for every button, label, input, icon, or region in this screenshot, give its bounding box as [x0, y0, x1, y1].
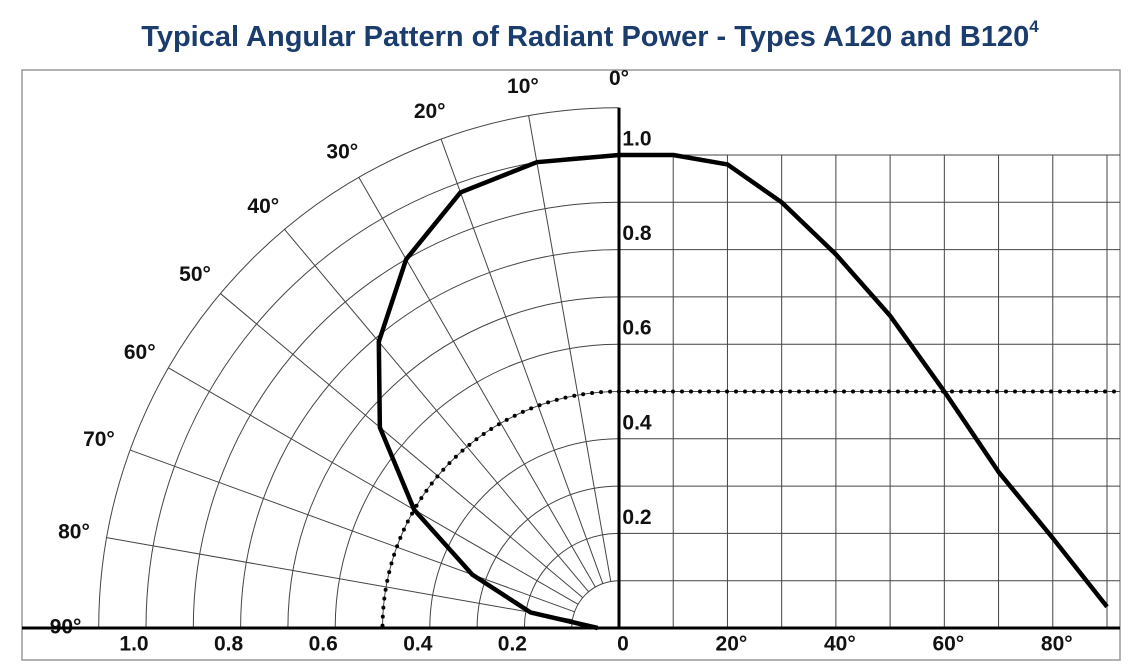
- polar-spoke: [358, 177, 596, 588]
- angle-label: 10°: [507, 75, 539, 98]
- title-note: 4: [1029, 17, 1039, 36]
- r-tick-label: 0.6: [309, 633, 338, 656]
- x-tick-label: 0: [617, 633, 629, 656]
- x-tick-label: 60°: [932, 633, 964, 656]
- polar-ring: [476, 485, 620, 629]
- x-tick-label: 20°: [716, 633, 748, 656]
- angle-label: 70°: [83, 428, 115, 451]
- angle-label: 40°: [247, 195, 279, 218]
- polar-spoke: [528, 115, 612, 582]
- angle-label: 20°: [414, 100, 446, 123]
- y-tick-label: 0.2: [622, 506, 651, 529]
- y-tick-label: 1.0: [622, 128, 651, 151]
- x-tick-label: 80°: [1041, 633, 1073, 656]
- plot-frame: [21, 69, 1121, 661]
- title-text: Typical Angular Pattern of Radiant Power…: [141, 21, 1029, 53]
- polar-spoke: [284, 229, 589, 593]
- polar-spoke: [129, 449, 575, 613]
- intensity-curve: [619, 152, 1109, 609]
- r-tick-label: 1.0: [119, 633, 148, 656]
- r-tick-label: 0.4: [403, 633, 433, 656]
- polar-ring: [98, 107, 620, 629]
- polar-ring: [192, 201, 620, 629]
- angle-label: 0°: [609, 67, 629, 90]
- polar-spoke: [106, 537, 573, 621]
- x-tick-label: 40°: [824, 633, 856, 656]
- chart-title: Typical Angular Pattern of Radiant Power…: [141, 17, 1039, 52]
- angle-label: 30°: [326, 140, 358, 163]
- r-tick-label: 0.2: [498, 633, 527, 656]
- angle-label: 60°: [124, 341, 156, 364]
- angle-label: 50°: [179, 263, 211, 286]
- polar-ring: [240, 249, 620, 629]
- polar-ring: [334, 343, 620, 629]
- angle-label: 80°: [58, 520, 90, 543]
- polar-ring: [571, 580, 620, 629]
- y-tick-label: 0.4: [622, 411, 652, 434]
- polar-spoke: [168, 367, 579, 605]
- polar-spoke: [440, 138, 604, 584]
- y-tick-label: 0.6: [622, 317, 651, 340]
- y-tick-label: 0.8: [622, 222, 652, 245]
- polar-ring: [145, 154, 620, 629]
- half-power-arc: [380, 389, 621, 630]
- polar-ring: [287, 296, 620, 629]
- polar-ring: [429, 438, 620, 629]
- polar-curve: [376, 152, 620, 631]
- r-tick-label: 0.8: [214, 633, 244, 656]
- polar-spoke: [220, 293, 584, 598]
